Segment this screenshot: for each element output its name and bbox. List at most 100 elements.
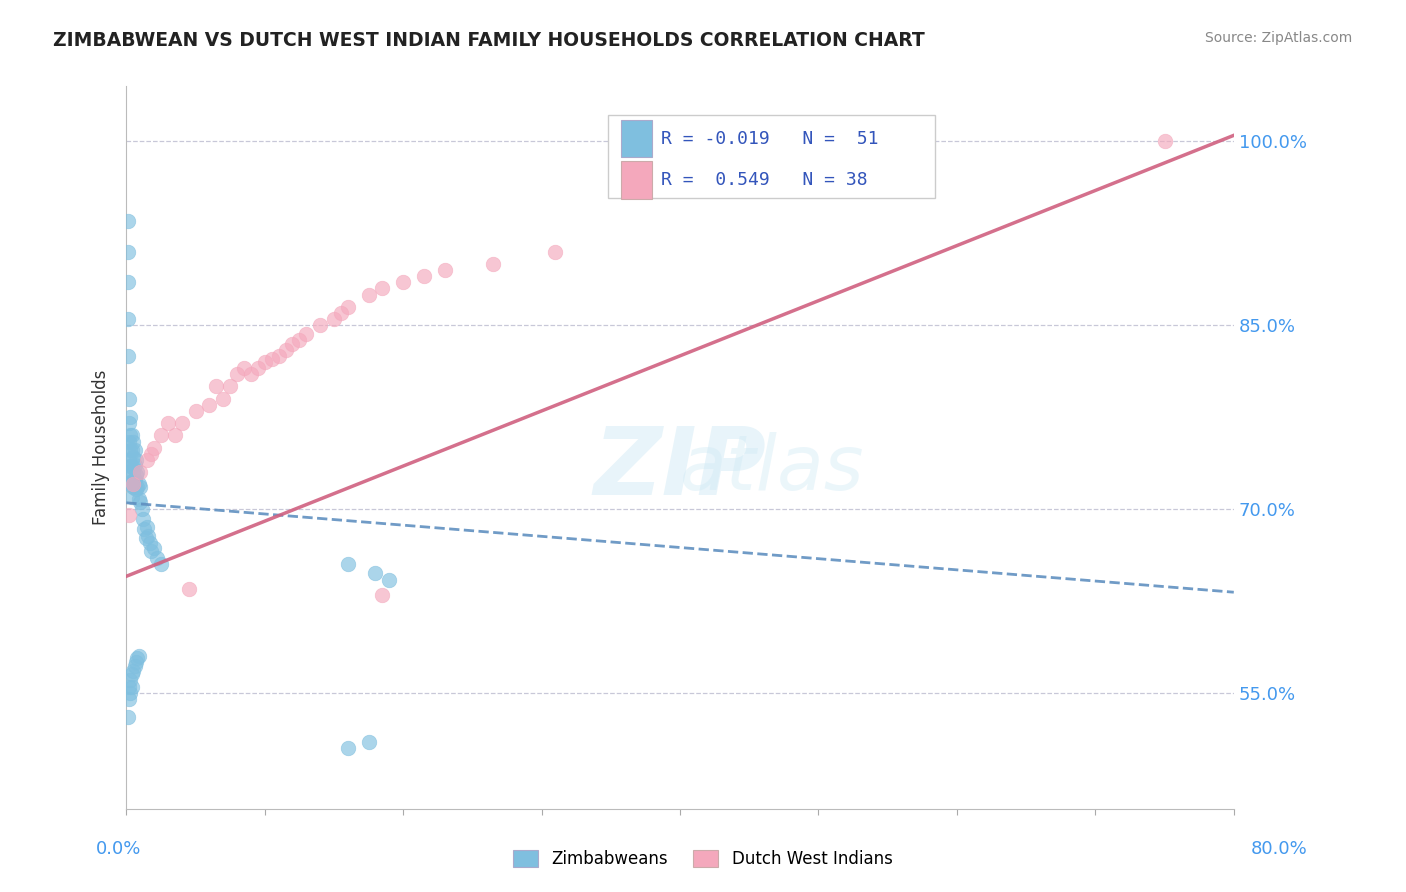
Point [120,458,142,473]
Point [118,416,141,430]
Point [117,312,139,326]
Point [129,480,152,494]
Point [121,428,143,442]
Point [117,710,139,724]
Point [124,443,146,458]
Point [205,379,228,393]
Point [136,453,159,467]
Point [129,465,152,479]
Point [118,465,141,479]
Point [122,465,145,479]
Point [260,352,283,367]
Point [118,453,141,467]
Point [149,557,172,571]
Point [128,648,150,663]
Point [163,428,186,442]
Point [378,573,401,587]
Point [121,667,143,681]
Point [198,398,221,412]
Point [413,269,436,284]
Point [120,443,142,458]
Point [219,379,242,393]
Point [128,477,150,491]
Point [323,312,346,326]
Point [120,686,142,700]
Point [122,477,145,491]
Point [122,450,145,465]
Point [139,536,162,550]
Point [121,680,143,694]
Point [118,508,141,522]
Point [124,658,146,673]
Point [129,494,152,508]
Point [233,361,256,376]
Point [121,475,143,489]
Point [141,543,163,558]
Point [544,244,567,259]
Point [145,550,167,565]
Point [309,318,332,333]
Point [371,281,394,295]
Point [136,520,159,534]
Point [274,343,297,357]
Point [124,458,146,472]
Point [246,361,269,376]
Y-axis label: Family Households: Family Households [93,370,110,525]
Point [117,214,139,228]
Point [1153,135,1175,149]
Point [482,257,505,271]
Point [120,475,142,489]
Point [141,447,163,461]
Point [125,483,148,497]
Point [125,655,148,669]
Point [127,651,149,665]
Text: R =  0.549   N = 38: R = 0.549 N = 38 [661,171,868,189]
Legend: Zimbabweans, Dutch West Indians: Zimbabweans, Dutch West Indians [506,843,900,875]
Point [149,428,172,442]
Text: 80.0%: 80.0% [1251,840,1308,858]
Text: atlas: atlas [681,433,865,507]
Point [121,458,143,473]
Point [295,326,318,341]
Point [131,502,153,516]
FancyBboxPatch shape [621,120,652,157]
FancyBboxPatch shape [607,115,935,198]
Point [132,512,155,526]
Point [118,434,141,449]
Point [177,582,200,596]
Point [336,300,359,314]
Point [357,734,380,748]
Point [281,336,304,351]
Point [226,367,249,381]
Point [143,441,166,455]
Point [122,434,145,449]
Text: ZIMBABWEAN VS DUTCH WEST INDIAN FAMILY HOUSEHOLDS CORRELATION CHART: ZIMBABWEAN VS DUTCH WEST INDIAN FAMILY H… [53,31,925,50]
FancyBboxPatch shape [621,161,652,199]
Point [135,531,157,545]
Point [253,355,276,369]
Point [118,477,141,491]
Point [117,349,139,363]
Text: Source: ZipAtlas.com: Source: ZipAtlas.com [1205,31,1353,45]
Point [392,276,415,290]
Point [118,680,141,694]
Point [125,467,148,482]
Point [127,480,149,494]
Point [124,473,146,487]
Point [184,404,207,418]
Point [336,557,359,571]
Point [118,691,141,706]
Text: 0.0%: 0.0% [96,840,141,858]
Point [212,392,235,406]
Point [433,263,456,277]
Point [117,276,139,290]
Point [336,740,359,755]
Point [127,465,149,479]
Text: R = -0.019   N =  51: R = -0.019 N = 51 [661,129,879,147]
Point [122,664,145,678]
Point [138,529,160,543]
Point [120,673,142,688]
Point [156,416,179,430]
Point [143,541,166,555]
Point [117,244,139,259]
